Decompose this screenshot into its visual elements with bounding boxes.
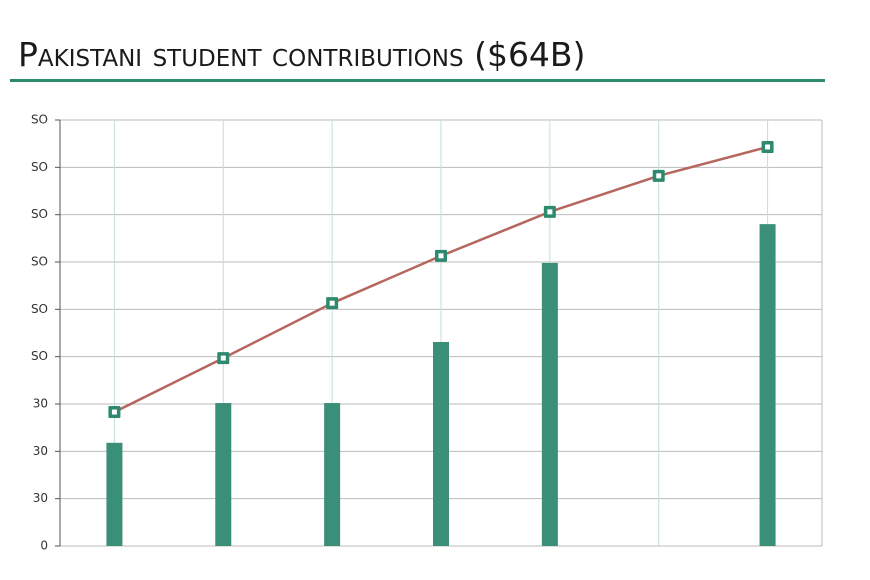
y-tick-label: SO: [31, 113, 48, 127]
marker-inner: [438, 253, 444, 259]
bar: [433, 341, 449, 546]
title-rule: [10, 79, 825, 82]
marker-inner: [547, 209, 553, 215]
bar: [541, 262, 558, 546]
marker-inner: [329, 300, 335, 306]
y-tick-label: SO: [31, 255, 48, 269]
y-tick-label: SO: [31, 207, 48, 221]
bar: [759, 224, 776, 546]
y-tick-label: SO: [31, 302, 48, 316]
marker-inner: [111, 409, 117, 415]
marker-inner: [220, 355, 226, 361]
marker-inner: [656, 173, 662, 179]
bar: [106, 442, 123, 546]
y-tick-label: 30: [33, 444, 48, 458]
marker-inner: [765, 144, 771, 150]
y-tick-label: SO: [31, 160, 48, 174]
y-tick-label: SO: [31, 349, 48, 363]
y-tick-label: 30: [33, 397, 48, 411]
y-tick-label: 0: [40, 539, 48, 553]
chart-title: Pakistani student contributions ($64B): [18, 35, 585, 74]
bar: [215, 403, 232, 546]
bar: [324, 403, 341, 546]
y-tick-label: 30: [33, 491, 48, 505]
